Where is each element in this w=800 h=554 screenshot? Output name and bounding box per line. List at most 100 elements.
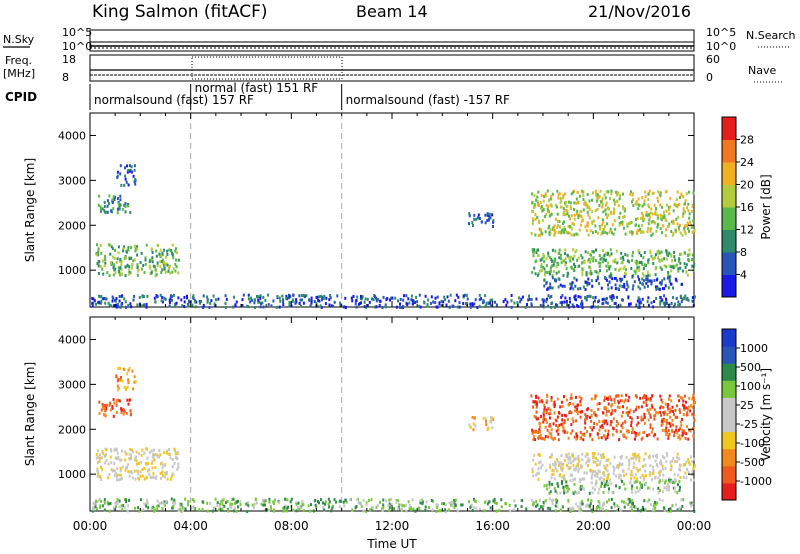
echo-cell [573,201,576,205]
echo-cell [618,284,621,288]
echo-cell [576,407,579,411]
echo-cell [543,410,546,414]
echo-cell [172,256,175,259]
echo-cell [630,190,632,194]
echo-cell [619,303,622,307]
echo-cell [640,415,643,419]
echo-cell [532,437,535,441]
echo-cell [547,506,550,510]
echo-cell [560,257,562,261]
echo-cell [164,297,167,301]
echo-cell [173,498,176,502]
echo-cell [251,503,254,507]
echo-cell [403,294,405,298]
echo-cell [683,297,686,301]
echo-cell [124,174,127,178]
echo-cell [671,459,674,463]
echo-cell [509,509,512,513]
echo-cell [343,504,346,508]
echo-cell [601,424,604,427]
echo-cell [119,377,122,381]
echo-cell [627,413,630,417]
echo-cell [686,224,689,228]
echo-cell [594,295,597,299]
echo-cell [267,293,270,297]
echo-cell [610,192,613,196]
echo-cell [643,415,646,419]
echo-cell [677,394,680,398]
echo-cell [237,499,239,503]
echo-cell [315,295,318,299]
echo-cell [161,463,164,467]
echo-cell [635,303,638,307]
echo-cell [143,467,146,470]
echo-cell [541,208,544,212]
colorbar-segment [722,482,736,501]
echo-cell [681,297,684,301]
echo-cell [692,191,695,195]
echo-cell [101,468,104,472]
echo-cell [549,214,551,218]
echo-cell [431,508,434,512]
echo-cell [219,507,222,511]
echo-cell [573,254,576,258]
echo-cell [605,278,608,282]
echo-cell [103,200,106,204]
echo-cell [657,252,660,256]
x-axis-label: Time UT [366,537,417,551]
echo-cell [590,305,593,309]
echo-cell [153,458,156,462]
echo-cell [546,487,549,491]
echo-cell [258,300,261,304]
echo-cell [247,293,250,297]
echo-cell [675,503,678,507]
echo-cell [608,498,611,502]
echo-cell [635,231,638,235]
echo-cell [679,231,682,235]
echo-cell [675,296,678,300]
echo-cell [645,278,648,281]
echo-cell [663,301,666,305]
echo-cell [616,295,618,299]
echo-cell [581,484,583,488]
echo-cell [267,303,270,307]
echo-cell [580,302,582,306]
echo-cell [106,210,109,214]
echo-cell [589,266,592,270]
echo-cell [619,211,622,215]
echo-cell [681,505,684,508]
echo-cell [116,388,119,392]
colorbar-segment [722,184,736,208]
echo-cell [647,486,649,490]
echo-cell [622,258,625,262]
echo-cell [574,405,577,409]
echo-cell [614,283,617,287]
echo-cell [638,265,641,269]
echo-cell [659,462,662,466]
echo-cell [684,224,687,228]
echo-cell [542,305,545,309]
echo-cell [580,223,582,227]
echo-cell [144,262,147,266]
echo-cell [186,302,189,306]
echo-cell [613,219,616,223]
echo-cell [253,306,256,309]
echo-cell [471,509,474,512]
echo-cell [647,198,650,201]
echo-cell [145,461,147,465]
echo-cell [225,501,227,504]
echo-cell [689,409,692,413]
echo-cell [692,258,695,262]
echo-cell [247,501,250,505]
echo-cell [213,302,216,306]
echo-cell [387,509,390,513]
echo-cell [678,467,681,471]
echo-cell [664,190,667,194]
echo-cell [664,410,667,414]
echo-cell [563,395,565,399]
echo-cell [568,506,571,510]
echo-cell [220,500,223,504]
echo-cell [680,252,683,256]
echo-cell [368,300,371,304]
